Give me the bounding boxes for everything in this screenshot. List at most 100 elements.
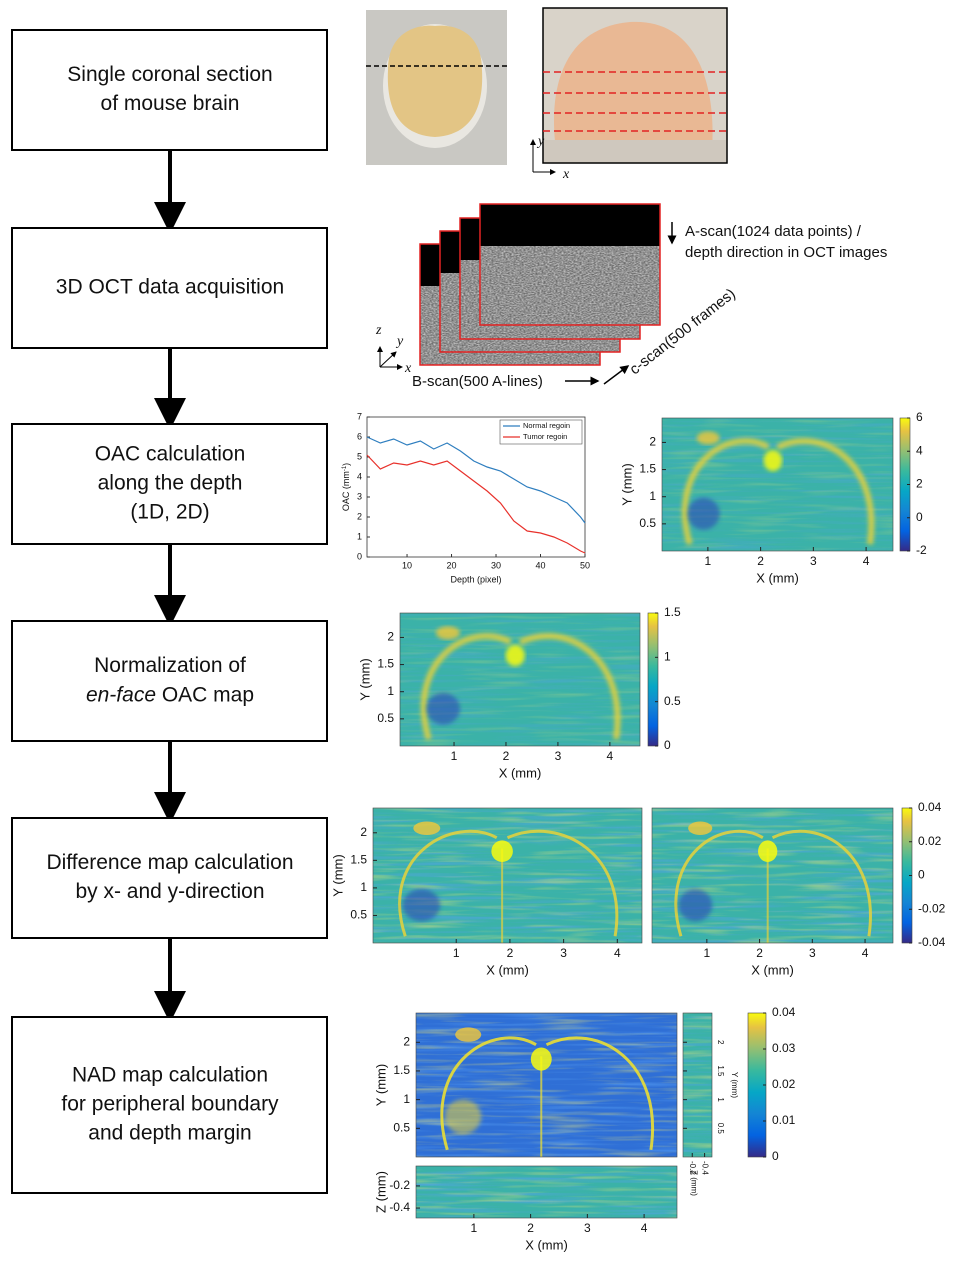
y-tick-label: 0 [357, 551, 362, 561]
oct-frame [479, 203, 661, 326]
y-tick-label: 4 [357, 471, 362, 481]
step-box [11, 423, 328, 545]
y-axis-label-part: OAC (mm [341, 471, 351, 511]
x-axis-label: X (mm) [486, 962, 529, 977]
colorbar-tick-label: -0.02 [918, 901, 946, 915]
hot-spot [688, 821, 713, 835]
y-axis-label-part: -1 [342, 465, 348, 471]
line-series [366, 436, 586, 524]
axis-label: y [536, 134, 545, 149]
colorbar-tick-label: 0.03 [772, 1041, 796, 1055]
heatmap-noise [416, 1166, 677, 1218]
hot-spot [455, 1027, 482, 1042]
heatmap-image [652, 808, 893, 943]
x-tick-label: 3 [810, 554, 817, 568]
heatmap-image [416, 1166, 677, 1218]
low-region [444, 1099, 482, 1134]
colorbar-tick-label: 0.04 [918, 800, 942, 814]
x-axis-label: X (mm) [525, 1237, 568, 1252]
x-tick-label: 4 [641, 1221, 648, 1235]
axis-label: x [562, 167, 570, 182]
colorbar-tick-label: 0.02 [918, 834, 942, 848]
colorbar-tick-label: 1 [664, 650, 671, 664]
hot-spot [436, 626, 460, 640]
y-tick-label: 1 [649, 489, 656, 503]
step-box [11, 29, 328, 151]
y-tick-label: 1.5 [377, 657, 394, 671]
step-box [11, 817, 328, 939]
x-tick-label: 3 [584, 1221, 591, 1235]
annotation: depth direction in OCT images [685, 244, 887, 261]
step-label: Single coronal section [67, 63, 272, 86]
photo-brain [387, 25, 483, 138]
colorbar-tick-label: 0 [918, 868, 925, 882]
step-label-part: en-face [86, 683, 156, 706]
x-tick-label: 3 [560, 946, 567, 960]
x-axis-label: Depth (pixel) [450, 574, 501, 584]
x-tick-label: -0.2 [688, 1161, 697, 1175]
y-tick-label: 0.5 [716, 1123, 725, 1135]
low-region [687, 497, 720, 530]
heatmap-image [662, 418, 893, 551]
c-scan-arrow [603, 365, 630, 385]
x-tick-label: 2 [503, 749, 510, 763]
step-label: 3D OCT data acquisition [56, 276, 284, 299]
y-tick-label: 1 [403, 1092, 410, 1106]
y-tick-label: -0.2 [389, 1178, 410, 1192]
colorbar-tick-label: 4 [916, 443, 923, 457]
brain-outline [440, 1036, 537, 1151]
y-axis-label-part: ) [341, 463, 351, 466]
y-axis-label: Y (mm) [730, 1072, 739, 1098]
y-axis-label: OAC (mm-1) [341, 463, 351, 511]
heatmap-image [400, 613, 640, 746]
y-tick-label: -0.4 [389, 1200, 410, 1214]
hot-spot [530, 1047, 552, 1071]
y-tick-label: 1.5 [716, 1065, 725, 1077]
step-label: Normalization of [94, 654, 246, 677]
colorbar-tick-label: 0 [664, 738, 671, 752]
x-tick-label: 4 [614, 946, 621, 960]
brain-outline [674, 829, 764, 937]
colorbar [647, 612, 659, 747]
y-tick-label: 5 [357, 451, 362, 461]
line-series [366, 454, 586, 554]
annotation: B-scan(500 A-lines) [412, 373, 543, 390]
step-label-part: OAC map [156, 683, 254, 706]
brain-outline [506, 829, 619, 937]
legend-label: Normal regoin [523, 421, 570, 430]
low-region [426, 692, 461, 725]
panel-frame [415, 1165, 678, 1219]
heatmap-image [373, 808, 642, 943]
heatmap-noise [683, 1013, 712, 1157]
photo-table [544, 140, 726, 162]
x-tick-label: 3 [555, 749, 562, 763]
y-tick-label: 2 [403, 1034, 410, 1048]
annotation: A-scan(1024 data points) / [685, 223, 862, 240]
x-tick-label: -0.4 [700, 1161, 709, 1175]
x-tick-label: 40 [536, 560, 546, 570]
x-tick-label: 10 [402, 560, 412, 570]
y-tick-label: 1.5 [393, 1063, 410, 1077]
y-tick-label: 2 [649, 435, 656, 449]
panel-frame [651, 807, 894, 944]
axis-arrow [379, 351, 397, 368]
x-tick-label: 4 [863, 554, 870, 568]
x-tick-label: 2 [507, 946, 514, 960]
colorbar-tick-label: -2 [916, 543, 927, 557]
x-tick-label: 1 [471, 1221, 478, 1235]
step-label: NAD map calculation [72, 1064, 268, 1087]
step-label: Difference map calculation [46, 851, 293, 874]
brain-outline [398, 829, 498, 937]
x-axis-label: X (mm) [751, 962, 794, 977]
x-tick-label: 1 [453, 946, 460, 960]
step-box [11, 1016, 328, 1194]
frame-speckle [480, 246, 660, 325]
axis-label: x [404, 361, 412, 376]
hot-spot [763, 449, 783, 472]
hot-spot [413, 821, 441, 835]
step-label: for peripheral boundary [61, 1093, 279, 1116]
step-box [11, 227, 328, 349]
x-tick-label: 1 [704, 946, 711, 960]
y-tick-label: 1 [716, 1097, 725, 1102]
